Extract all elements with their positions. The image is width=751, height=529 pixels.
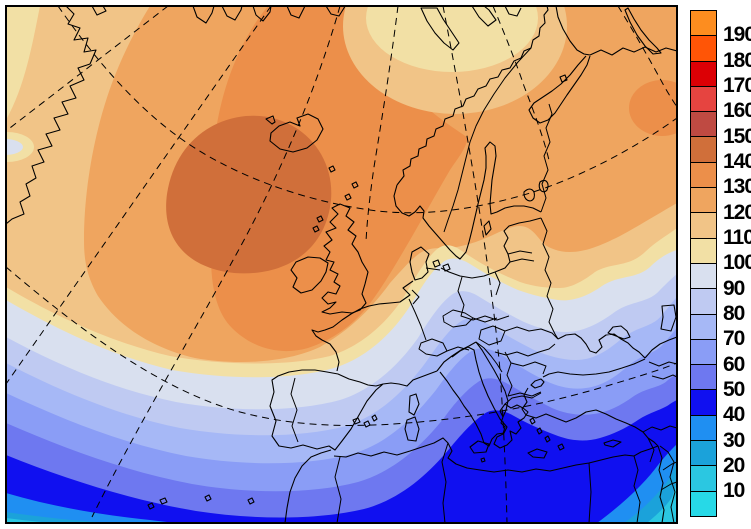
colorbar-cell — [690, 187, 717, 214]
colorbar-cell — [690, 338, 717, 366]
map-frame — [5, 5, 678, 524]
colorbar-cell — [690, 237, 717, 264]
meridian-line — [91, 6, 341, 518]
coastlines — [6, 6, 677, 523]
colorbar-tick-label: 40 — [723, 403, 745, 426]
parallel-line — [57, 6, 677, 214]
colorbar-tick-label: 140 — [723, 150, 751, 173]
meridian-line — [365, 6, 399, 243]
colorbar-tick-label: 150 — [723, 125, 751, 148]
colorbar-cell — [690, 288, 717, 315]
parallel-line — [6, 266, 677, 426]
colorbar-cell — [690, 60, 717, 87]
colorbar-cell — [690, 262, 717, 290]
colorbar-cell — [690, 414, 717, 442]
contour-blob-130-140-ne — [629, 80, 677, 136]
colorbar-tick-label: 10 — [723, 479, 745, 502]
colorbar-cell — [690, 389, 717, 416]
colorbar-tick-label: 130 — [723, 175, 751, 198]
colorbar-tick-label: 20 — [723, 454, 745, 477]
contour-notch-90-100 — [6, 139, 23, 155]
meridian-line — [492, 6, 550, 161]
colorbar-cell — [690, 364, 717, 391]
contour-band-30-40 — [6, 444, 677, 523]
meridian-line — [6, 6, 272, 385]
colorbar-tick-label: 70 — [723, 327, 745, 350]
colorbar-cell — [690, 440, 717, 467]
colorbar-cell — [690, 85, 717, 113]
colorbar-tick-label: 120 — [723, 201, 751, 224]
colorbar-tick-label: 160 — [723, 99, 751, 122]
contour-oval-100-110 — [366, 6, 538, 72]
colorbar-cell — [690, 465, 717, 492]
colorbar-cell — [690, 161, 717, 189]
colorbar-cell — [690, 136, 717, 163]
colorbar-tick-label: 100 — [723, 251, 751, 274]
contour-band-40-50 — [6, 400, 677, 523]
colorbar-tick-label: 170 — [723, 74, 751, 97]
colorbar-cell — [690, 35, 717, 62]
country-borders — [290, 47, 677, 523]
colorbar-cell — [690, 10, 717, 37]
colorbar-tick-label: 60 — [723, 353, 745, 376]
colorbar-cell — [690, 313, 717, 340]
colorbar-cell — [690, 212, 717, 239]
meridian-line — [6, 6, 169, 132]
colorbar-tick-label: 80 — [723, 302, 745, 325]
colorbar-tick-label: 110 — [723, 226, 751, 249]
colorbar-tick-label: 180 — [723, 49, 751, 72]
colorbar-tick-label: 50 — [723, 378, 745, 401]
colorbar-tick-label: 90 — [723, 277, 745, 300]
contour-band-nw-corner-100-110 — [6, 6, 40, 120]
colorbar-tick-label: 190 — [723, 23, 751, 46]
meridian-line — [617, 6, 677, 108]
colorbar-tick-label: 30 — [723, 429, 745, 452]
colorbar — [690, 10, 717, 517]
colorbar-cell — [690, 111, 717, 138]
contour-band-140-150-core — [166, 115, 332, 274]
colorbar-cell — [690, 490, 717, 517]
